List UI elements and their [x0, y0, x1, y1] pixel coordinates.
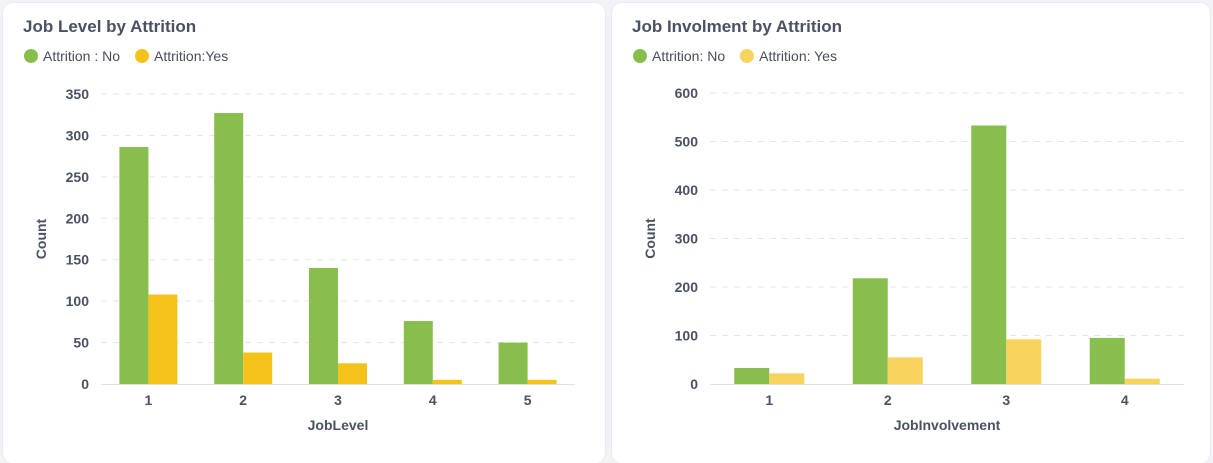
y-tick-label: 400 [675, 182, 699, 198]
legend-item-attrition-no[interactable]: Attrition: No [633, 48, 725, 64]
y-axis-title: Count [642, 218, 658, 259]
bar-attrition-no-3[interactable] [309, 268, 338, 384]
y-tick-label: 0 [690, 376, 698, 392]
y-tick-label: 200 [66, 210, 90, 226]
bar-attrition-yes-5[interactable] [527, 379, 557, 384]
x-tick-label: 1 [145, 392, 153, 408]
bar-attrition-yes-4[interactable] [432, 379, 462, 384]
y-axis: 0 100 200 300 400 500 600 [675, 85, 699, 392]
y-tick-label: 50 [73, 335, 89, 351]
y-tick-label: 300 [675, 231, 699, 247]
legend-item-attrition-yes[interactable]: Attrition: Yes [740, 48, 837, 64]
legend-swatch-no [633, 49, 647, 63]
legend-label: Attrition: Yes [759, 48, 837, 64]
y-tick-label: 150 [66, 252, 90, 268]
y-tick-label: 350 [66, 86, 90, 102]
job-involvement-bar-chart: 0 100 200 300 400 500 600 1 2 3 4 JobInvolvement Cou… [642, 85, 1184, 433]
x-tick-label: 4 [429, 392, 437, 408]
x-tick-label: 2 [884, 392, 892, 408]
bar-attrition-yes-1[interactable] [148, 294, 178, 384]
y-tick-label: 500 [675, 134, 699, 150]
legend-label: Attrition: No [652, 48, 726, 64]
bar-attrition-yes-3[interactable] [1006, 339, 1042, 384]
y-tick-label: 250 [66, 169, 90, 185]
bars [734, 125, 1160, 385]
legend-item-attrition-yes[interactable]: Attrition:Yes [135, 48, 228, 64]
y-axis-title: Count [33, 218, 49, 259]
bar-attrition-no-3[interactable] [971, 125, 1007, 385]
job-level-bar-chart: 0 50 100 150 200 250 300 350 1 2 3 4 5 JobLevel Count [33, 86, 575, 433]
bar-attrition-yes-3[interactable] [338, 363, 367, 384]
x-axis: 1 2 3 4 5 [145, 392, 532, 408]
y-tick-label: 0 [81, 376, 89, 392]
y-tick-label: 600 [675, 85, 699, 101]
chart-legend: Attrition : No Attrition:Yes [24, 48, 243, 64]
x-axis: 1 2 3 4 [765, 392, 1129, 408]
job-involvement-chart-card: Job Involment by Attrition Attrition: No… [612, 3, 1210, 463]
bar-attrition-yes-4[interactable] [1124, 378, 1160, 384]
x-tick-label: 1 [765, 392, 773, 408]
x-tick-label: 2 [239, 392, 247, 408]
gridlines [710, 92, 1184, 336]
x-tick-label: 3 [334, 392, 342, 408]
x-tick-label: 3 [1002, 392, 1010, 408]
legend-swatch-yes [740, 49, 755, 63]
legend-label: Attrition:Yes [154, 48, 229, 64]
bar-attrition-no-1[interactable] [119, 147, 149, 384]
legend-swatch-no [24, 49, 38, 63]
job-level-chart-card: Job Level by Attrition Attrition : No At… [3, 3, 605, 463]
bar-attrition-yes-1[interactable] [769, 373, 805, 384]
chart-title: Job Involment by Attrition [632, 17, 842, 36]
legend-item-attrition-no[interactable]: Attrition : No [24, 48, 120, 64]
bars [119, 113, 557, 385]
bar-attrition-no-2[interactable] [852, 278, 888, 384]
y-tick-label: 300 [66, 127, 90, 143]
chart-legend: Attrition: No Attrition: Yes [633, 48, 852, 64]
bar-attrition-no-4[interactable] [1089, 337, 1125, 384]
y-tick-label: 100 [675, 328, 699, 344]
x-axis-title: JobLevel [308, 417, 369, 433]
bar-attrition-yes-2[interactable] [243, 352, 273, 384]
y-axis: 0 50 100 150 200 250 300 350 [66, 86, 90, 392]
x-axis-title: JobInvolvement [894, 417, 1001, 433]
bar-attrition-no-2[interactable] [214, 113, 244, 385]
legend-label: Attrition : No [43, 48, 121, 64]
legend-swatch-yes [135, 49, 150, 63]
bar-attrition-yes-2[interactable] [887, 357, 923, 384]
bar-attrition-no-4[interactable] [403, 321, 433, 384]
chart-title: Job Level by Attrition [23, 17, 197, 36]
y-tick-label: 100 [66, 293, 90, 309]
y-tick-label: 200 [675, 279, 699, 295]
bar-attrition-no-1[interactable] [734, 367, 770, 384]
bar-attrition-no-5[interactable] [498, 342, 528, 384]
x-tick-label: 5 [524, 392, 532, 408]
x-tick-label: 4 [1121, 392, 1129, 408]
